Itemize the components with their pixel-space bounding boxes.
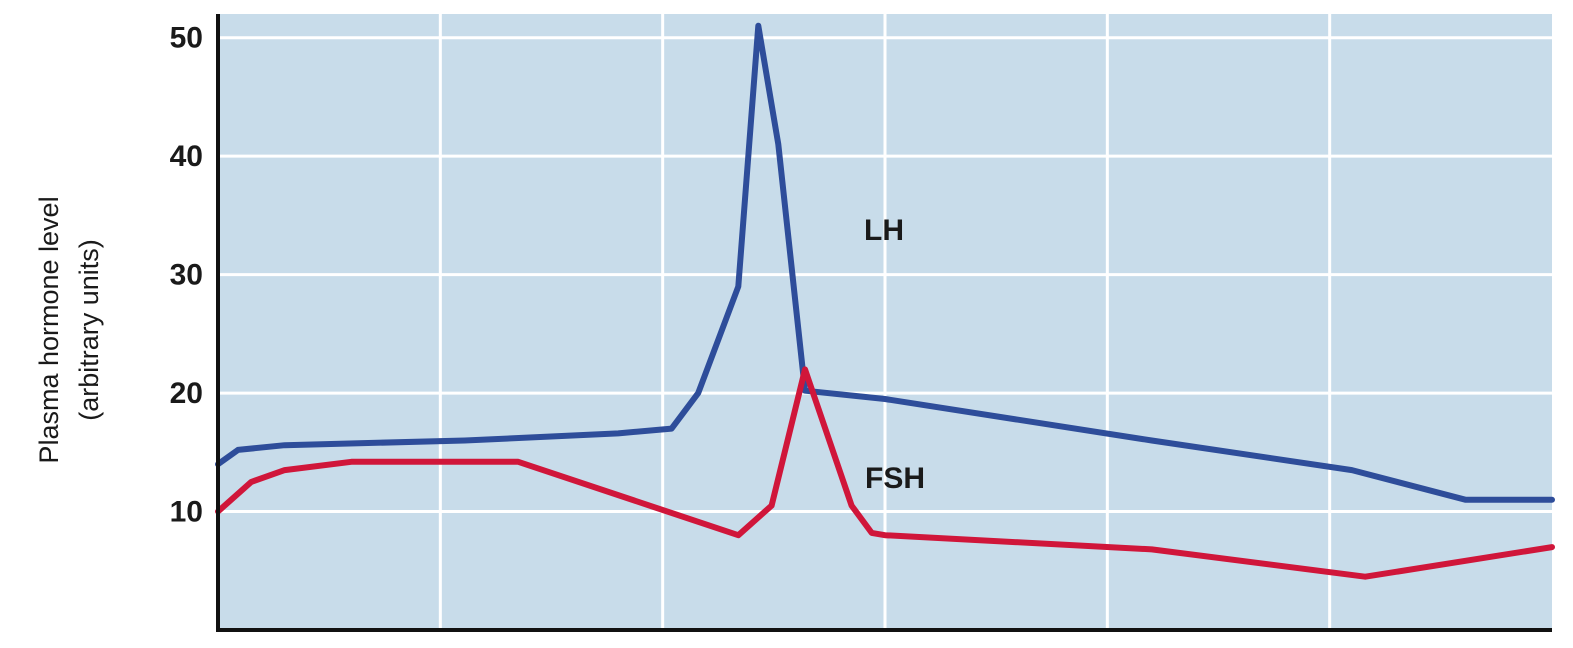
y-axis-label-line2: (arbitrary units) [74,239,104,421]
fsh-series-line [215,366,1555,580]
y-tick-label-20: 20 [170,377,203,410]
y-tick-label-50: 50 [170,22,203,55]
y-tick-label-30: 30 [170,259,203,292]
series-layer [215,22,1555,580]
fsh-series-label: FSH [865,462,925,495]
y-tick-label-10: 10 [170,496,203,529]
y-tick-label-40: 40 [170,140,203,173]
axes [216,14,1552,632]
grid [218,14,1552,630]
lh-series-label: LH [864,214,904,247]
y-tick-labels: 10 20 30 40 50 [170,22,203,529]
y-axis-label-line1: Plasma hormone level [34,196,64,463]
lh-series-line [215,22,1555,503]
